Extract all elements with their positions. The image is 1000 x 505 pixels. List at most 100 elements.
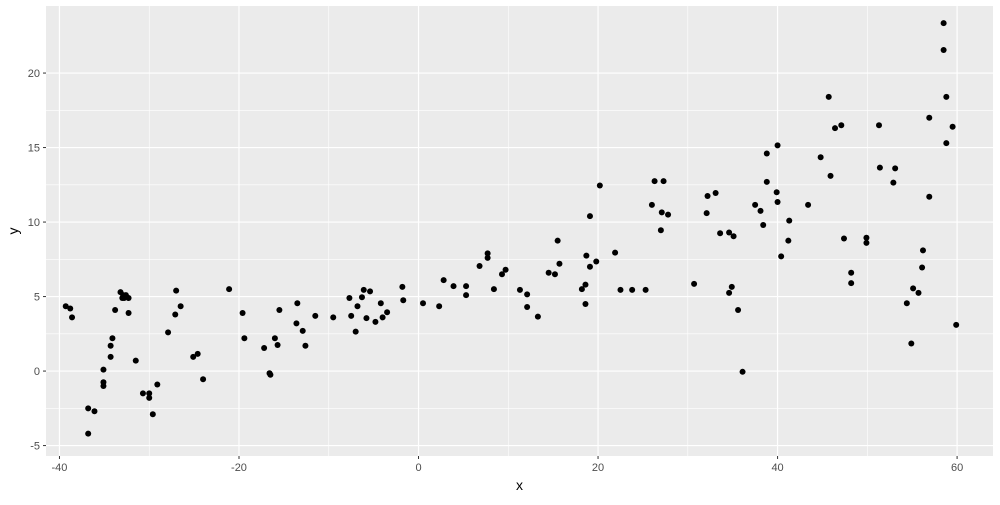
data-point [420, 300, 427, 307]
data-point [372, 318, 379, 325]
data-point [377, 300, 384, 307]
data-point [657, 227, 664, 234]
data-point [363, 315, 370, 322]
data-point [774, 142, 781, 149]
data-point [586, 213, 593, 220]
data-point [484, 254, 491, 261]
data-point [190, 353, 197, 360]
data-point [274, 341, 281, 348]
data-point [146, 394, 153, 401]
data-point [876, 122, 883, 129]
x-tick-label: 0 [415, 462, 421, 474]
data-point [785, 237, 792, 244]
data-point [760, 222, 767, 229]
y-axis-label: y [5, 228, 21, 235]
data-point [346, 295, 353, 302]
x-axis: -40 -20 0 20 40 60 [52, 456, 963, 474]
data-point [352, 328, 359, 335]
data-point [578, 286, 585, 293]
data-point [586, 263, 593, 270]
data-point [752, 201, 759, 208]
data-point [384, 309, 391, 316]
data-point [617, 286, 624, 293]
data-point [703, 210, 710, 217]
data-point [832, 125, 839, 132]
data-point [665, 211, 672, 218]
data-point [267, 371, 274, 378]
data-point [838, 122, 845, 129]
data-point [712, 190, 719, 197]
data-point [112, 306, 119, 313]
data-point [774, 198, 781, 205]
data-point [400, 297, 407, 304]
data-point [848, 280, 855, 287]
data-point [476, 263, 483, 270]
data-point [658, 209, 665, 216]
data-point [757, 207, 764, 214]
data-point [817, 154, 824, 161]
x-tick-label: 40 [771, 462, 783, 474]
data-point [91, 408, 98, 415]
data-point [125, 309, 132, 316]
x-tick-label: 20 [592, 462, 604, 474]
data-point [463, 292, 470, 299]
data-point [534, 313, 541, 320]
data-point [484, 250, 491, 257]
data-point [107, 342, 114, 349]
data-point [583, 252, 590, 259]
data-point [926, 114, 933, 121]
data-point [165, 329, 172, 336]
data-point [596, 182, 603, 189]
data-point [739, 368, 746, 375]
data-point [261, 344, 268, 351]
data-point [848, 269, 855, 276]
data-point [763, 178, 770, 185]
data-point [312, 312, 319, 319]
data-point [926, 193, 933, 200]
data-point [763, 150, 770, 157]
data-point [691, 280, 698, 287]
data-point [919, 247, 926, 254]
data-point [177, 303, 184, 310]
data-point [360, 286, 367, 293]
data-point [612, 249, 619, 256]
data-point [490, 286, 497, 293]
data-point [892, 165, 899, 172]
data-point [440, 277, 447, 284]
data-point [827, 172, 834, 179]
data-point [903, 300, 910, 307]
data-point [516, 286, 523, 293]
data-point [498, 271, 505, 278]
y-axis: -5 0 5 10 15 20 [28, 68, 46, 453]
y-tick-label: 20 [28, 68, 40, 80]
data-point [940, 46, 947, 53]
data-point [863, 234, 870, 241]
data-point [726, 229, 733, 236]
data-point [940, 20, 947, 27]
data-point [299, 327, 306, 334]
data-point [348, 312, 355, 319]
data-point [805, 201, 812, 208]
data-point [450, 283, 457, 290]
data-point [593, 258, 600, 265]
data-point [100, 366, 107, 373]
x-tick-label: -40 [52, 462, 68, 474]
y-tick-label: -5 [30, 441, 40, 453]
x-tick-label: 60 [951, 462, 963, 474]
data-point [85, 405, 92, 412]
data-point [226, 286, 233, 293]
data-point [293, 320, 300, 327]
data-point [302, 342, 309, 349]
data-point [890, 179, 897, 186]
y-tick-label: 5 [34, 292, 40, 304]
data-point [354, 303, 361, 310]
data-point [648, 201, 655, 208]
data-point [876, 164, 883, 171]
data-point [436, 303, 443, 310]
data-point [399, 283, 406, 290]
data-point [294, 300, 301, 307]
y-tick-label: 0 [34, 366, 40, 378]
data-points [62, 20, 960, 437]
data-point [910, 285, 917, 292]
gridlines [46, 6, 993, 456]
